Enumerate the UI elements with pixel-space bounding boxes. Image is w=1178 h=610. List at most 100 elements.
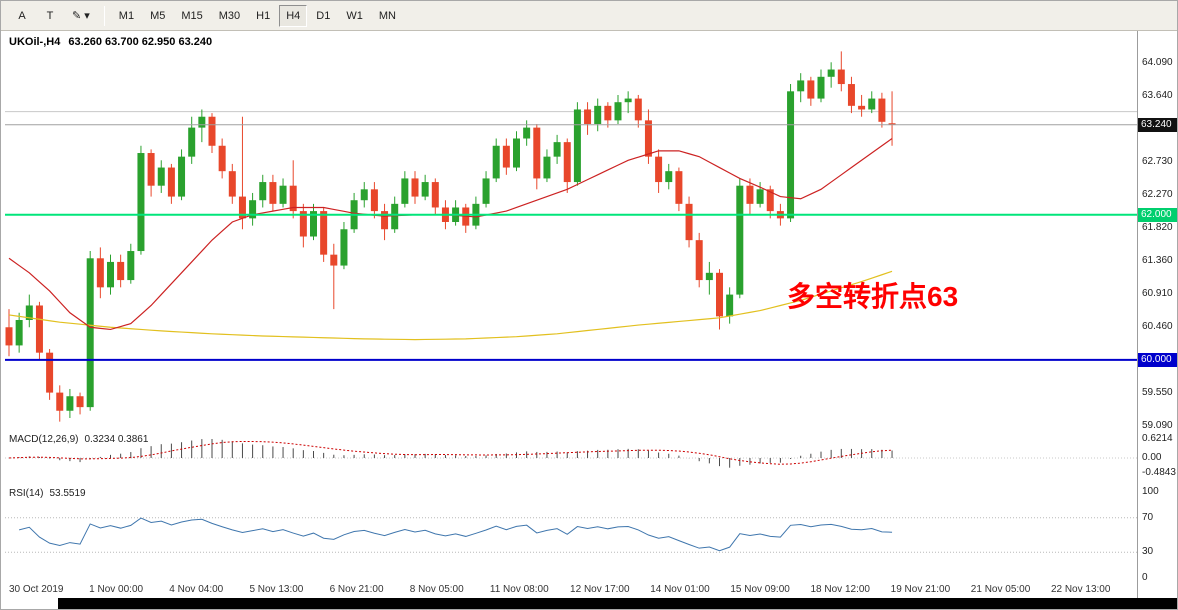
panel-divider[interactable] (1, 430, 1177, 431)
candle-down (238, 196, 246, 219)
timeframe-button-h1[interactable]: H1 (256, 9, 271, 22)
candle-down (330, 254, 338, 266)
candle-down (117, 261, 125, 281)
candle-down (563, 142, 571, 183)
main-chart-layer (5, 51, 1137, 422)
candle-up (827, 69, 835, 77)
rsi-axis-label: 0 (1142, 572, 1148, 583)
toolbar: A T ✎ ▾ M1 M5 M15 M30 H1 H4 D1 W1 MN (1, 1, 1177, 31)
macd-values: 0.3234 0.3861 (84, 434, 149, 445)
candle-down (228, 171, 236, 197)
price-axis-label: 61.360 (1142, 255, 1173, 267)
candle-up (543, 156, 551, 179)
candle-down (685, 203, 693, 241)
chart-annotation[interactable]: 多空转折点63 (787, 281, 959, 312)
candle-up (573, 109, 581, 183)
time-axis-label: 30 Oct 2019 (9, 584, 64, 595)
candle-up (198, 116, 206, 128)
candle-up (127, 251, 135, 281)
candle-down (381, 211, 389, 230)
candle-down (299, 211, 307, 237)
candle-up (360, 189, 368, 201)
candle-down (858, 105, 866, 110)
candle-up (868, 98, 876, 110)
candle-down (208, 116, 216, 146)
price-axis-label: 59.550 (1142, 386, 1173, 398)
ma-yellow-line[interactable] (8, 270, 893, 341)
timeframe-button-d1[interactable]: D1 (316, 9, 331, 22)
candle-down (218, 145, 226, 172)
candle-up (665, 171, 673, 183)
cursor-tool-button[interactable]: A (18, 9, 26, 22)
chart-title: UKOil-,H4 63.260 63.700 62.950 63.240 (9, 36, 212, 48)
rsi-name: RSI(14) (9, 488, 44, 499)
candle-up (401, 178, 409, 204)
time-axis-label: 14 Nov 01:00 (650, 584, 710, 595)
candle-up (107, 261, 114, 288)
text-tool-button[interactable]: T (46, 9, 54, 22)
candle-up (594, 105, 602, 124)
time-axis-label: 19 Nov 21:00 (890, 584, 951, 595)
price-axis-label: 61.820 (1142, 221, 1173, 233)
timeframe-button-mn[interactable]: MN (378, 9, 396, 22)
panel-divider[interactable] (1, 484, 1177, 485)
candle-up (756, 189, 764, 204)
candle-up (86, 258, 94, 408)
candle-up (25, 305, 33, 321)
candle-down (716, 272, 723, 317)
time-axis-label: 21 Nov 05:00 (970, 584, 1031, 595)
price-axis-label: 62.730 (1142, 155, 1173, 167)
time-axis-label: 6 Nov 21:00 (329, 584, 384, 595)
candle-down (584, 109, 592, 124)
time-axis-label: 8 Nov 05:00 (409, 584, 464, 595)
candle-up (340, 229, 348, 266)
candle-down (675, 171, 683, 204)
candle-up (787, 91, 795, 219)
panel-divider[interactable] (1, 580, 1177, 581)
macd-name: MACD(12,26,9) (9, 434, 79, 445)
timeframe-button-h4[interactable]: H4 (279, 4, 308, 27)
macd-indicator-label: MACD(12,26,9) 0.3234 0.3861 (9, 434, 148, 445)
candle-up (797, 80, 805, 92)
macd-layer (5, 439, 1137, 468)
toolbar-separator (103, 5, 105, 26)
price-flag-63.240: 63.240 (1138, 117, 1177, 132)
axis-divider (1137, 31, 1138, 598)
candle-down (167, 167, 175, 197)
candle-down (96, 258, 104, 288)
rsi-indicator-label: RSI(14) 53.5519 (9, 488, 86, 499)
candle-down (5, 327, 13, 346)
draw-tool-button[interactable]: ✎ ▾ (72, 10, 90, 22)
candle-up (391, 203, 399, 230)
time-axis-label: 5 Nov 13:00 (249, 584, 304, 595)
candle-up (736, 185, 744, 295)
candle-down (289, 185, 297, 212)
timeframe-button-m30[interactable]: M30 (218, 9, 241, 22)
candle-down (837, 69, 845, 85)
price-axis-label: 59.090 (1142, 420, 1173, 431)
price-axis-label: 63.640 (1142, 89, 1173, 101)
timeframe-button-m5[interactable]: M5 (150, 9, 166, 22)
candle-down (604, 105, 612, 121)
rsi-axis-label: 70 (1142, 511, 1154, 523)
price-flag-60.000: 60.000 (1138, 352, 1177, 367)
timeframe-button-m1[interactable]: M1 (118, 9, 135, 22)
candle-up (66, 396, 74, 411)
time-axis-label: 11 Nov 08:00 (489, 584, 549, 595)
price-axis-label: 62.270 (1142, 189, 1173, 201)
rsi-layer (5, 517, 1137, 553)
timeframe-button-m15[interactable]: M15 (181, 9, 203, 22)
candle-down (269, 182, 277, 204)
candle-down (35, 305, 43, 353)
macd-axis-label: 0.00 (1142, 452, 1162, 463)
candle-up (157, 167, 165, 186)
candle-down (695, 240, 703, 281)
macd-axis-label: -0.4843 (1142, 467, 1176, 478)
candle-down (634, 98, 642, 121)
candle-down (370, 189, 378, 212)
timeframe-button-w1[interactable]: W1 (346, 9, 363, 22)
panel-divider (1, 597, 1177, 598)
rsi-line (19, 517, 893, 552)
